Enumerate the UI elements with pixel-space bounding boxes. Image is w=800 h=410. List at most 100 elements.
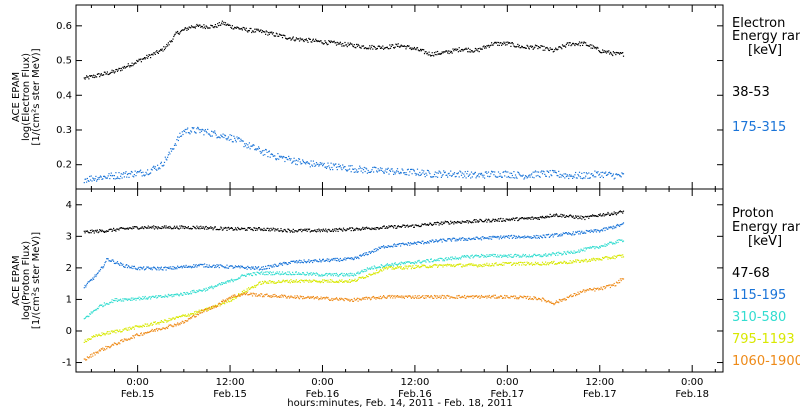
data-point — [416, 47, 418, 49]
data-point — [584, 42, 586, 44]
data-point — [597, 229, 599, 231]
data-point — [360, 255, 362, 257]
data-point — [195, 264, 197, 266]
data-point — [462, 50, 464, 52]
data-point — [189, 228, 191, 230]
data-point — [542, 255, 544, 257]
data-point — [424, 260, 426, 262]
data-point — [243, 267, 245, 269]
data-point — [592, 259, 594, 261]
data-point — [617, 241, 619, 243]
data-point — [369, 171, 371, 173]
data-point — [304, 297, 306, 299]
data-point — [207, 27, 209, 29]
data-point — [328, 258, 330, 260]
data-point — [319, 282, 321, 284]
data-point — [573, 176, 575, 178]
data-point — [105, 345, 107, 348]
data-point — [288, 155, 290, 157]
data-point — [103, 349, 105, 351]
data-point — [173, 268, 175, 270]
data-point — [413, 297, 415, 299]
data-point — [398, 266, 400, 268]
data-point — [233, 28, 235, 30]
data-point — [248, 266, 250, 269]
data-point — [349, 300, 351, 302]
data-point — [314, 259, 316, 261]
data-point — [446, 174, 448, 176]
data-point — [342, 298, 344, 300]
data-point — [120, 262, 122, 264]
data-point — [418, 50, 420, 52]
data-point — [289, 37, 291, 39]
data-point — [511, 296, 513, 298]
data-point — [335, 44, 338, 46]
data-point — [142, 324, 144, 326]
data-point — [222, 282, 224, 284]
data-point — [263, 31, 265, 33]
data-point — [173, 266, 176, 268]
data-point — [193, 264, 195, 266]
data-point — [132, 297, 134, 299]
data-point — [188, 317, 190, 320]
data-point — [269, 31, 271, 33]
data-point — [192, 313, 194, 315]
data-point — [211, 285, 213, 287]
data-point — [363, 166, 365, 169]
data-point — [561, 262, 564, 264]
data-point — [298, 38, 300, 40]
data-point — [448, 52, 450, 55]
data-point — [358, 228, 360, 230]
data-point — [276, 296, 278, 298]
data-point — [192, 315, 194, 317]
data-point — [94, 309, 96, 311]
data-point — [467, 51, 469, 53]
data-point — [608, 50, 610, 52]
data-point — [167, 156, 169, 158]
data-point — [450, 51, 452, 54]
data-point — [549, 262, 551, 264]
data-point — [197, 290, 200, 292]
data-point — [376, 171, 378, 173]
data-point — [409, 261, 411, 263]
data-point — [261, 151, 263, 153]
data-point — [302, 160, 304, 162]
data-point — [115, 343, 117, 345]
data-point — [161, 226, 163, 228]
data-point — [470, 255, 473, 257]
data-point — [526, 261, 528, 263]
data-point — [477, 237, 479, 239]
data-point — [390, 225, 392, 227]
data-point — [103, 71, 105, 73]
data-point — [415, 296, 417, 298]
data-point — [427, 170, 429, 172]
data-point — [544, 264, 546, 266]
data-point — [339, 279, 341, 281]
data-point — [551, 262, 554, 265]
data-point — [542, 263, 544, 265]
data-point — [524, 264, 527, 266]
data-point — [398, 295, 400, 297]
data-point — [386, 226, 388, 228]
data-point — [265, 281, 267, 283]
data-point — [622, 241, 624, 243]
data-point — [378, 296, 380, 298]
data-point — [196, 23, 198, 26]
data-point — [154, 330, 156, 332]
data-point — [320, 229, 322, 231]
data-point — [191, 316, 193, 318]
data-point — [218, 267, 220, 269]
data-point — [148, 54, 150, 56]
data-point — [583, 259, 585, 261]
data-point — [134, 170, 136, 172]
data-point — [207, 228, 210, 230]
data-point — [99, 268, 102, 271]
data-point — [410, 47, 412, 49]
data-point — [197, 311, 200, 313]
data-point — [89, 338, 91, 340]
data-point — [387, 167, 389, 169]
data-point — [153, 225, 155, 227]
data-point — [253, 286, 255, 288]
data-point — [356, 256, 358, 258]
data-point — [551, 261, 553, 263]
